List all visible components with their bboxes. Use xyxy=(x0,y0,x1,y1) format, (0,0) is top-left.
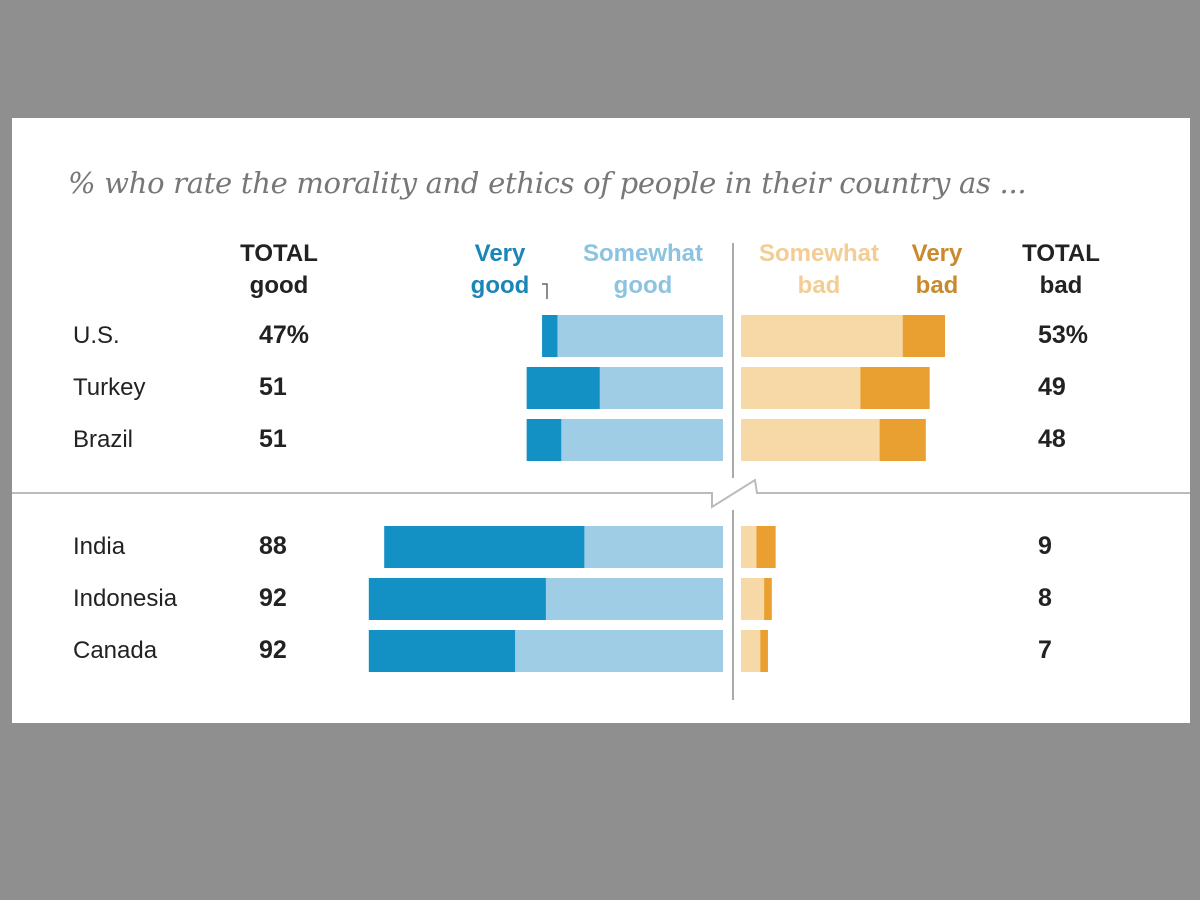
country-label: Canada xyxy=(73,637,158,664)
leader-line xyxy=(542,283,548,299)
bar-very-bad xyxy=(756,526,776,568)
total-bad-label: 9 xyxy=(1038,532,1052,560)
chart-title: % who rate the morality and ethics of pe… xyxy=(68,166,1027,200)
bar-very-good xyxy=(368,578,546,620)
header-line: good xyxy=(613,272,673,299)
bar-somewhat-good xyxy=(599,367,723,409)
bar-somewhat-bad xyxy=(741,578,765,620)
total-bad-label: 7 xyxy=(1038,636,1052,664)
total-bad-label: 8 xyxy=(1038,584,1052,612)
header-very-bad: Very bad xyxy=(902,238,972,302)
bar-somewhat-good xyxy=(584,526,723,568)
total-good-label: 47% xyxy=(259,321,310,349)
header-line: Somewhat xyxy=(758,240,880,267)
header-line: TOTAL xyxy=(1022,240,1100,267)
header-line: TOTAL xyxy=(240,240,318,267)
bar-very-good xyxy=(542,315,558,357)
header-somewhat-good: Somewhat good xyxy=(572,238,714,302)
country-label: Brazil xyxy=(73,426,134,453)
total-good-label: 92 xyxy=(259,584,287,612)
total-bad-label: 49 xyxy=(1038,373,1066,401)
country-label: Indonesia xyxy=(73,585,178,612)
header-line: good xyxy=(249,272,309,299)
header-total-bad: TOTAL bad xyxy=(1016,238,1106,302)
total-bad-label: 53% xyxy=(1038,321,1089,349)
total-good-label: 92 xyxy=(259,636,287,664)
bar-very-bad xyxy=(902,315,946,357)
bar-somewhat-bad xyxy=(741,526,757,568)
chart-panel: % who rate the morality and ethics of pe… xyxy=(12,118,1190,723)
bar-very-good xyxy=(384,526,585,568)
bar-somewhat-bad xyxy=(741,419,880,461)
total-good-label: 51 xyxy=(259,373,287,401)
header-somewhat-bad: Somewhat bad xyxy=(748,238,890,302)
header-line: bad xyxy=(797,272,841,299)
header-line: bad xyxy=(915,272,959,299)
bar-somewhat-good xyxy=(515,630,723,672)
header-line: Somewhat xyxy=(582,240,704,267)
header-line: Very xyxy=(474,240,526,267)
bar-very-bad xyxy=(760,630,768,672)
country-label: India xyxy=(73,533,126,560)
country-label: Turkey xyxy=(73,374,146,401)
header-total-good: TOTAL good xyxy=(234,238,324,302)
bar-somewhat-bad xyxy=(741,315,903,357)
bar-somewhat-bad xyxy=(741,367,861,409)
bar-very-good xyxy=(526,419,562,461)
bars-svg xyxy=(12,243,1190,700)
total-good-label: 88 xyxy=(259,532,287,560)
bar-somewhat-good xyxy=(557,315,723,357)
total-bad-label: 48 xyxy=(1038,425,1066,453)
country-label: U.S. xyxy=(73,322,120,349)
total-good-label: 51 xyxy=(259,425,287,453)
header-line: Very xyxy=(911,240,963,267)
bar-very-bad xyxy=(879,419,926,461)
bar-somewhat-good xyxy=(561,419,723,461)
bar-very-good xyxy=(368,630,516,672)
bar-somewhat-bad xyxy=(741,630,761,672)
axis-break-line xyxy=(12,478,1190,509)
bar-somewhat-good xyxy=(545,578,723,620)
header-line: good xyxy=(470,272,530,299)
bar-very-good xyxy=(526,367,600,409)
header-very-good: Very good xyxy=(460,238,540,302)
bar-very-bad xyxy=(764,578,772,620)
header-line: bad xyxy=(1039,272,1083,299)
bar-very-bad xyxy=(860,367,930,409)
